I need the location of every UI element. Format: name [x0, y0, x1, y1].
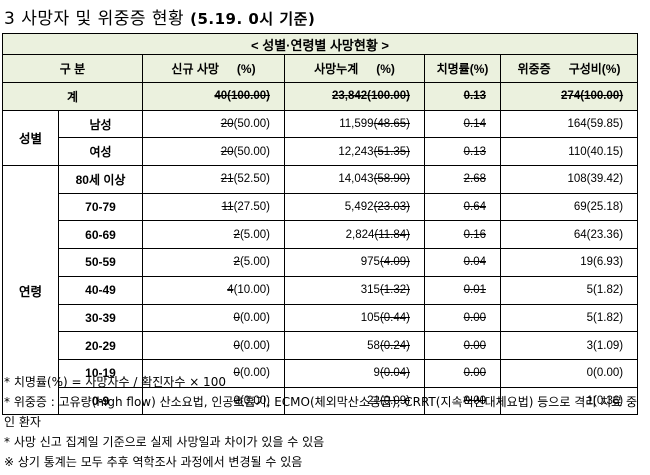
header-category: 구 분 — [2, 54, 143, 83]
header-new-deaths: 신규 사망 (%) — [142, 54, 285, 83]
footnote-1: * 치명률(%) = 사망자수 / 확진자수 × 100 — [4, 375, 226, 389]
table-row: 20-29 0(0.00) 58(0.24) 0.00 3(1.09) — [3, 331, 639, 360]
table-row: 60-69 2(5.00) 2,824(11.84) 0.16 64(23.36) — [3, 220, 639, 250]
table-row: 10-19 0(0.00) 9(0.04) 0.00 0(0.00) — [3, 358, 639, 388]
total-label: 계 — [2, 82, 143, 111]
page-title-sub: (5.19. 0시 기준) — [190, 10, 316, 28]
table-row: 70-79 11(27.50) 5,492(23.03) 0.64 69(25.18) — [3, 192, 639, 222]
row-label: 20-29 — [58, 331, 143, 360]
cell-fatality: 0.13 — [424, 137, 501, 167]
cell-cum-deaths: 12,243(51.35) — [284, 137, 425, 167]
table-row: 성별 남성 20(50.00) 11,599(48.65) 0.14 164(59.85) — [2, 109, 639, 167]
total-row: 계 40(100.00) 23,842(100.00) 0.13 274(100… — [2, 82, 639, 111]
cell-severe: 5(1.82) — [499, 275, 639, 305]
table-row: 0-9 0(0.00) 21(0.09) 0.00 1(0.36) — [3, 386, 639, 416]
cell-cum-deaths: 315(1.32) — [284, 275, 425, 305]
cell-fatality: 0.64 — [424, 192, 501, 222]
total-severe: 274(100.00) — [499, 82, 639, 111]
table-row: 여성 20(50.00) 12,243(51.35) 0.13 110(40.15) — [3, 137, 639, 167]
header-severe: 위중증 구성비(%) — [499, 54, 639, 83]
cell-new-deaths: 0(0.00) — [142, 331, 285, 360]
cell-cum-deaths: 9(0.04) — [284, 358, 425, 388]
cell-cum-deaths: 11,599(48.65) — [284, 109, 425, 139]
cell-cum-deaths: 58(0.24) — [284, 331, 425, 360]
cell-severe: 108(39.42) — [499, 165, 639, 194]
table-row: 연령 80세 이상 21(52.50) 14,043(58.90) 2.68 108(39… — [2, 165, 639, 416]
group-label-age: 연령 — [2, 165, 59, 416]
cell-new-deaths: 0(0.00) — [142, 303, 285, 333]
header-fatality: 치명률(%) — [424, 54, 501, 83]
cell-severe: 164(59.85) — [499, 109, 639, 139]
footnote-2: * 위중증 : 고유량(high flow) 산소요법, 인공호흡기, ECMO… — [4, 395, 638, 429]
cell-new-deaths: 4(10.00) — [142, 275, 285, 305]
row-label: 60-69 — [58, 220, 143, 250]
total-fatality: 0.13 — [424, 82, 501, 111]
row-label: 30-39 — [58, 303, 143, 333]
cell-cum-deaths: 5,492(23.03) — [284, 192, 425, 222]
table-row: 50-59 2(5.00) 975(4.09) 0.04 19(6.93) — [3, 248, 639, 277]
cell-cum-deaths: 21(0.09) — [284, 386, 425, 416]
cell-cum-deaths: 14,043(58.90) — [284, 165, 425, 194]
row-label: 10-19 — [58, 358, 143, 388]
cell-new-deaths: 2(5.00) — [142, 248, 285, 277]
header-cum-deaths: 사망누계 (%) — [284, 54, 425, 83]
row-label: 0-9 — [58, 386, 143, 416]
page-title: 3 사망자 및 위중증 현황 (5.19. 0시 기준) — [4, 4, 315, 29]
cell-fatality: 0.00 — [424, 358, 501, 388]
table-row: 40-49 4(10.00) 315(1.32) 0.01 5(1.82) — [3, 275, 639, 305]
cell-severe: 5(1.82) — [499, 303, 639, 333]
cell-fatality: 0.00 — [424, 303, 501, 333]
cell-new-deaths: 20(50.00) — [142, 109, 285, 139]
cell-severe: 110(40.15) — [499, 137, 639, 167]
cell-cum-deaths: 105(0.44) — [284, 303, 425, 333]
cell-severe: 1(0.36) — [499, 386, 639, 416]
cell-new-deaths: 20(50.00) — [142, 137, 285, 167]
cell-severe: 19(6.93) — [499, 248, 639, 277]
footnote-3: * 사망 신고 집계일 기준으로 실제 사망일과 차이가 있을 수 있음 — [4, 435, 325, 449]
cell-severe: 0(0.00) — [499, 358, 639, 388]
cell-severe: 69(25.18) — [499, 192, 639, 222]
table-header-row: 구 분 신규 사망 (%) 사망누계 (%) 치명률(%) 위중증 구성비(%) — [2, 54, 639, 83]
row-label: 70-79 — [58, 192, 143, 222]
cell-fatality: 0.14 — [424, 109, 501, 139]
footnotes: * 치명률(%) = 사망자수 / 확진자수 × 100 * 위중증 : 고유량… — [4, 372, 644, 472]
cell-fatality: 0.01 — [424, 275, 501, 305]
cell-fatality: 0.04 — [424, 248, 501, 277]
cell-severe: 3(1.09) — [499, 331, 639, 360]
cell-fatality: 0.16 — [424, 220, 501, 250]
cell-new-deaths: 0(0.00) — [142, 358, 285, 388]
table-caption: < 성별·연령별 사망현황 > — [1, 33, 639, 55]
cell-fatality: 0.00 — [424, 331, 501, 360]
row-label: 여성 — [58, 137, 143, 167]
group-label-sex: 성별 — [2, 109, 59, 167]
cell-new-deaths: 11(27.50) — [142, 192, 285, 222]
cell-cum-deaths: 2,824(11.84) — [284, 220, 425, 250]
cell-new-deaths: 21(52.50) — [142, 165, 285, 194]
table-row: 30-39 0(0.00) 105(0.44) 0.00 5(1.82) — [3, 303, 639, 333]
cell-new-deaths: 2(5.00) — [142, 220, 285, 250]
total-cum: 23,842(100.00) — [284, 82, 425, 111]
row-label: 40-49 — [58, 275, 143, 305]
page-title-main: 3 사망자 및 위중증 현황 — [4, 9, 191, 29]
cell-fatality: 2.68 — [424, 165, 501, 194]
deaths-table: < 성별·연령별 사망현황 > 구 분 신규 사망 (%) 사망누계 (%) 치명률… — [1, 33, 639, 416]
row-label: 남성 — [58, 109, 143, 139]
total-new: 40(100.00) — [142, 82, 285, 111]
row-label: 50-59 — [58, 248, 143, 277]
cell-severe: 64(23.36) — [499, 220, 639, 250]
cell-new-deaths: 0(0.00) — [142, 386, 285, 416]
footnote-4: ※ 상기 통계는 모두 추후 역학조사 과정에서 변경될 수 있음 — [4, 455, 303, 469]
cell-cum-deaths: 975(4.09) — [284, 248, 425, 277]
row-label: 80세 이상 — [58, 165, 143, 194]
